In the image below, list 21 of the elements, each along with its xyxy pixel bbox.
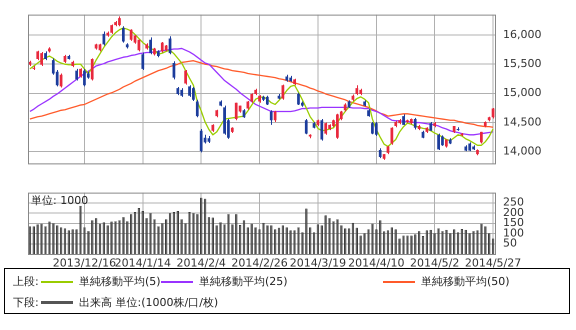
x-tick-label: 2014/2/4	[176, 256, 226, 270]
y-tick-label: 14,000	[503, 144, 542, 158]
legend-label: 出来高 単位:(1000株/口/枚)	[79, 296, 218, 309]
legend-label: 単純移動平均(25)	[199, 275, 288, 288]
y-tick-label: 50	[503, 236, 517, 250]
x-tick-label: 2014/2/26	[231, 256, 288, 270]
legend-title: 下段:	[13, 295, 39, 311]
x-tick-label: 2014/5/2	[410, 256, 460, 270]
y-tick-label: 15,500	[503, 57, 542, 70]
x-tick-label: 2014/1/14	[114, 256, 172, 270]
x-tick-label: 2014/3/19	[290, 256, 346, 270]
legend-label: 単純移動平均(50)	[421, 275, 510, 288]
legend-label: 単純移動平均(5)	[79, 275, 161, 288]
y-tick-label: 14,500	[503, 115, 542, 128]
y-tick-label: 15,000	[503, 86, 542, 100]
x-tick-label: 2014/4/10	[348, 256, 405, 270]
y-tick-label: 16,000	[503, 28, 542, 41]
annotation: 単位: 1000	[31, 194, 88, 207]
x-tick-label: 2013/12/16	[52, 256, 116, 270]
x-tick-label: 2014/5/27	[464, 256, 522, 270]
legend-title: 上段:	[13, 274, 39, 290]
